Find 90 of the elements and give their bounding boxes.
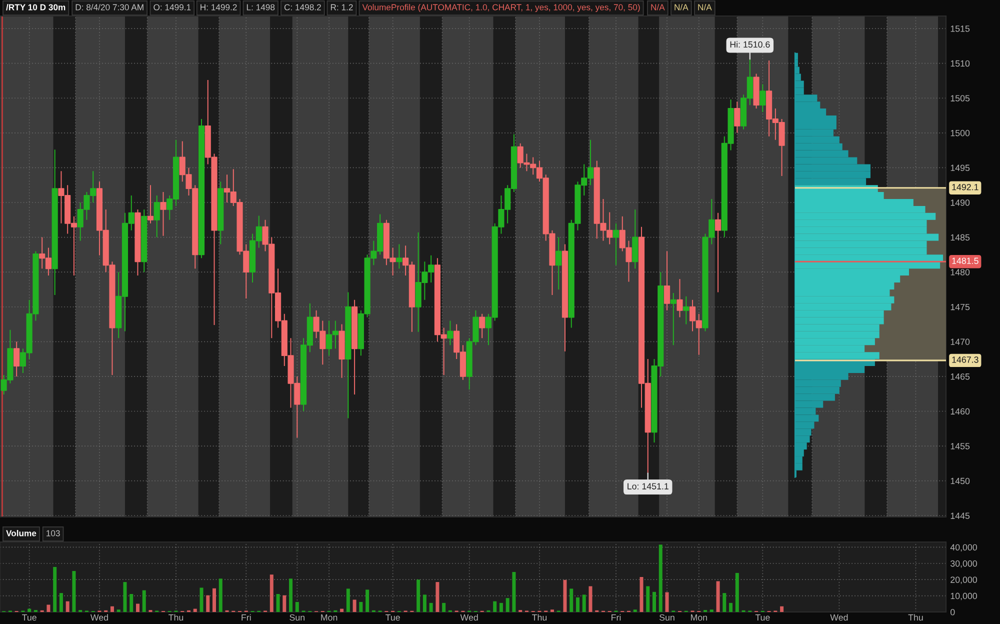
bar [295,602,299,612]
bar [130,594,134,612]
bar [123,582,127,612]
x-tick-label: Sun [660,614,674,621]
y-tick-label: 1455 [950,443,970,450]
bar [66,601,70,612]
bar [780,606,784,612]
x-tick-label: Tue [386,614,400,621]
bar [506,598,510,612]
y-tick-label: 1475 [950,304,970,310]
bar [53,566,57,612]
y-tick-label: 1460 [950,408,970,415]
y-tick-label: 10,000 [950,592,978,600]
x-tick-label: Wed [90,614,108,621]
y-tick-label: 1495 [950,164,970,171]
bar [72,571,76,612]
bar [282,595,286,612]
bar [576,597,580,612]
y-tick-label: 1465 [950,373,970,380]
bar [206,595,210,612]
bar [499,602,503,612]
ref-line-label: 1481.5 [952,258,978,264]
bar [422,594,426,612]
bar [658,544,662,612]
bar [563,580,567,612]
x-tick-label: Thu [908,614,923,621]
y-tick-label: 1510 [950,60,970,67]
bar [436,582,440,612]
y-tick-label: 30,000 [950,560,978,568]
bar [512,572,516,612]
bar [200,588,204,612]
bar [646,586,650,612]
bar [665,592,669,612]
bar [340,608,344,612]
bar [28,608,32,612]
y-tick-label: 1470 [950,338,970,345]
bar [366,590,370,612]
bar [270,574,274,612]
bar [289,578,293,612]
bar [110,606,114,612]
bar [716,581,720,612]
bar [59,593,63,612]
bar [352,600,356,612]
y-tick-label: 1445 [950,512,970,519]
bar [416,580,420,612]
bar [276,594,280,612]
bar [652,592,656,612]
bar [193,608,197,612]
bar [588,586,592,612]
bar [640,577,644,612]
x-tick-label: Wed [830,614,848,621]
y-tick-label: 1500 [950,130,970,136]
x-tick-label: Fri [612,614,621,621]
bar [442,602,446,612]
bar [582,594,586,612]
bar [346,588,350,612]
y-tick-label: 1450 [950,478,970,484]
y-tick-label: 1505 [950,95,970,102]
bar [46,604,50,612]
x-tick-label: Mon [690,614,707,621]
bar [359,602,363,612]
x-tick-label: Tue [755,614,770,621]
x-tick-label: Thu [168,614,184,621]
y-tick-label: 1490 [950,199,970,206]
y-tick-label: 20,000 [950,576,978,584]
chart-title: Volume [6,530,36,536]
ref-line-label: 1492.1 [952,184,978,190]
bar [136,604,140,612]
bar [212,588,216,612]
x-tick-label: Wed [460,614,478,621]
y-tick-label: 1480 [950,269,970,276]
x-tick-label: Sun [290,614,304,621]
bar [218,578,222,612]
y-tick-label: 1515 [950,26,970,32]
bar [429,602,433,612]
y-tick-label: 1485 [950,234,970,241]
x-tick-label: Fri [242,614,251,621]
bar [570,588,574,612]
bar [493,601,497,612]
x-tick-label: Mon [321,614,338,621]
bar [722,593,726,612]
bar [735,572,739,612]
ref-line-label: 1467.3 [952,356,978,363]
x-tick-label: Tue [22,614,36,621]
x-tick-label: Thu [532,614,547,621]
y-tick-label: 0 [950,609,955,616]
text: 103 [46,530,60,536]
y-tick-label: 40,000 [950,544,978,552]
bar [142,590,146,612]
bar [729,602,733,612]
